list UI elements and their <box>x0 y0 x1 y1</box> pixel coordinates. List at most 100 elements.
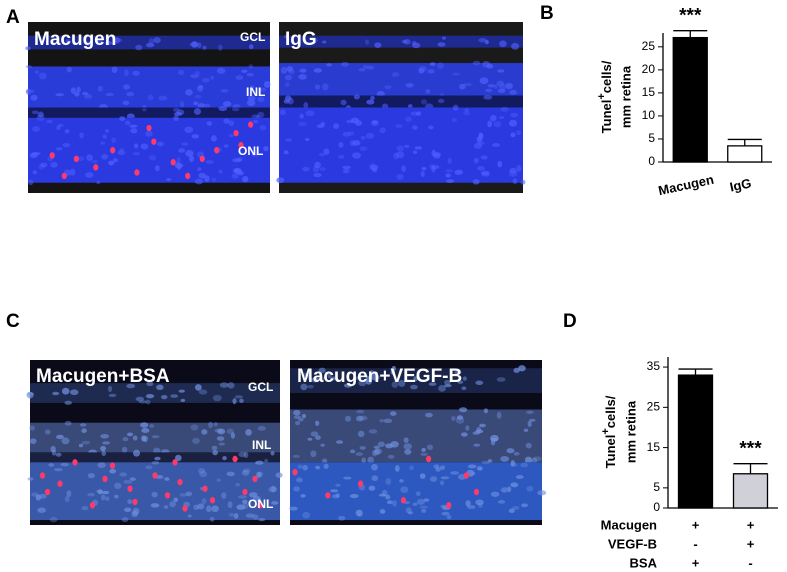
nucleus <box>216 436 225 441</box>
nucleus <box>124 69 129 77</box>
nucleus <box>279 109 286 116</box>
nucleus <box>344 415 352 422</box>
tunel-cell <box>152 472 158 479</box>
nucleus <box>206 505 212 513</box>
nucleus <box>105 496 110 502</box>
nucleus <box>234 395 243 399</box>
nucleus <box>349 493 359 499</box>
nucleus <box>520 179 526 185</box>
condition-value: + <box>747 536 755 551</box>
tunel-cell <box>146 124 152 132</box>
nucleus <box>315 435 321 440</box>
nucleus <box>131 510 139 518</box>
nucleus <box>310 450 317 458</box>
nucleus <box>209 516 215 522</box>
nucleus <box>51 449 57 456</box>
nucleus <box>81 440 91 445</box>
nucleus <box>70 87 76 94</box>
nucleus <box>484 39 489 45</box>
nucleus <box>318 367 326 374</box>
nucleus <box>303 372 310 378</box>
nucleus <box>140 422 149 428</box>
nucleus <box>343 476 352 480</box>
nucleus <box>64 420 72 426</box>
nucleus <box>314 161 321 169</box>
nucleus <box>426 444 434 451</box>
nucleus <box>246 99 256 107</box>
nucleus <box>407 511 414 515</box>
nucleus <box>305 110 315 117</box>
nucleus <box>145 399 151 405</box>
nucleus <box>222 455 227 461</box>
nucleus <box>478 38 487 43</box>
nucleus <box>108 393 117 398</box>
nucleus <box>164 477 170 481</box>
nucleus <box>236 504 246 510</box>
nucleus <box>130 128 138 134</box>
nucleus <box>249 85 255 90</box>
nucleus <box>412 502 418 506</box>
nucleus <box>184 126 194 134</box>
tunel-cell <box>238 141 244 149</box>
nucleus <box>169 501 176 508</box>
nucleus <box>447 157 452 164</box>
nucleus <box>293 409 301 416</box>
nucleus <box>56 434 64 440</box>
nucleus <box>420 452 429 457</box>
nucleus <box>61 437 70 445</box>
nucleus <box>500 106 509 112</box>
retina-layer <box>28 35 270 50</box>
nucleus <box>78 443 84 448</box>
nucleus <box>331 494 340 499</box>
nucleus <box>40 162 48 168</box>
nucleus <box>370 95 375 101</box>
nucleus <box>121 446 128 453</box>
tunel-cell <box>102 475 108 482</box>
nucleus <box>65 38 71 44</box>
nucleus <box>352 140 361 146</box>
nucleus <box>122 100 130 106</box>
nucleus <box>313 68 322 73</box>
nucleus <box>284 35 289 39</box>
nucleus <box>342 168 350 174</box>
nucleus <box>396 151 405 159</box>
micrographs <box>25 22 547 525</box>
nucleus <box>496 377 506 382</box>
nucleus <box>473 143 483 149</box>
nucleus <box>421 447 426 452</box>
nucleus <box>252 495 261 502</box>
nucleus <box>79 423 87 427</box>
nucleus <box>96 180 101 185</box>
nucleus <box>499 83 507 90</box>
nucleus <box>154 165 160 172</box>
nucleus <box>525 442 532 449</box>
nucleus <box>27 477 34 481</box>
nucleus <box>194 94 202 99</box>
nucleus <box>276 177 285 184</box>
nucleus <box>163 505 169 509</box>
nucleus <box>145 393 155 399</box>
nucleus <box>515 475 524 479</box>
nucleus <box>335 483 341 487</box>
nucleus <box>365 39 370 45</box>
nucleus <box>119 116 126 121</box>
nucleus <box>501 486 508 493</box>
nucleus <box>359 146 368 152</box>
tunel-cell <box>199 155 205 162</box>
tunel-cell <box>110 147 116 154</box>
tunel-cell <box>248 121 254 128</box>
nucleus <box>497 88 506 93</box>
nucleus <box>500 456 510 462</box>
nucleus <box>180 101 185 108</box>
nucleus <box>197 503 205 510</box>
nucleus <box>228 120 235 127</box>
nucleus <box>327 372 332 379</box>
nucleus <box>223 118 230 124</box>
nucleus <box>49 516 58 523</box>
nucleus <box>496 80 505 87</box>
bar <box>732 473 769 509</box>
nucleus <box>342 165 351 170</box>
tunel-cell <box>357 480 364 487</box>
nucleus <box>48 463 55 467</box>
nucleus <box>370 373 380 381</box>
